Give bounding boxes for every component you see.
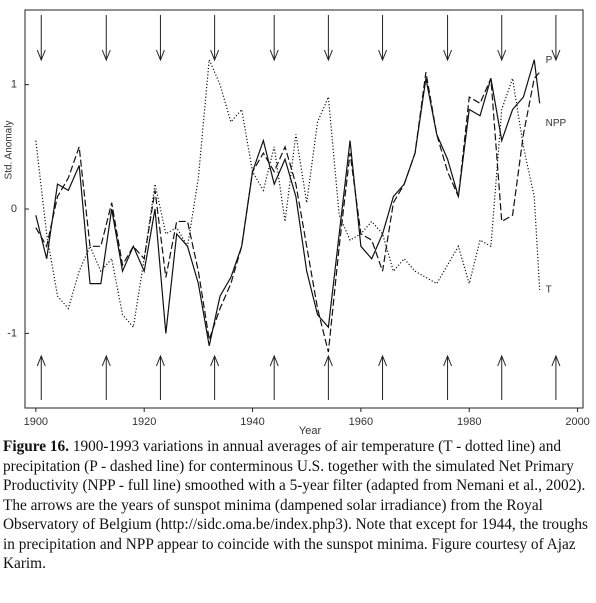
- x-tick-label: 1900: [24, 416, 48, 428]
- x-tick-label: 1980: [457, 416, 481, 428]
- sunspot-arrow-down: [551, 15, 561, 62]
- y-axis-label: Std. Anomaly: [4, 121, 15, 180]
- x-axis-label: Year: [299, 425, 322, 436]
- series-label: P: [546, 55, 553, 66]
- sunspot-arrow-up: [155, 354, 165, 400]
- x-tick-label: 1960: [349, 416, 373, 428]
- sunspot-arrow-down: [443, 15, 453, 62]
- caption-text: 1900-1993 variations in annual averages …: [3, 438, 588, 572]
- sunspot-arrow-up: [497, 354, 507, 400]
- x-tick-label: 2000: [565, 416, 589, 428]
- y-tick-label: 1: [11, 79, 17, 91]
- caption-label: Figure 16.: [3, 438, 69, 455]
- series-line: [35, 59, 541, 346]
- sunspot-arrow-down: [36, 15, 46, 62]
- sunspot-arrow-down: [101, 15, 111, 62]
- series-label: NPP: [546, 118, 567, 129]
- plot-frame: [24, 9, 584, 409]
- sunspot-arrow-down: [378, 15, 388, 62]
- chart: Year Std. Anomaly 1900 1920 1940 1960 1980 20…: [4, 9, 590, 436]
- sunspot-arrow-down: [269, 15, 279, 62]
- caption: Figure 16. 1900-1993 variations in annua…: [3, 437, 591, 574]
- y-tick-label: 0: [11, 203, 17, 215]
- sunspot-arrow-down: [210, 15, 220, 62]
- sunspot-arrow-down: [497, 15, 507, 62]
- sunspot-arrow-up: [210, 354, 220, 400]
- sunspot-arrow-up: [323, 354, 333, 400]
- sunspot-arrow-up: [36, 354, 46, 400]
- sunspot-arrow-up: [101, 354, 111, 400]
- sunspot-arrow-up: [269, 354, 279, 400]
- sunspot-arrow-down: [323, 15, 333, 62]
- sunspot-arrow-down: [155, 15, 165, 62]
- sunspot-arrow-up: [378, 354, 388, 400]
- series-label: T: [546, 284, 552, 295]
- x-tick-label: 1920: [132, 416, 156, 428]
- y-tick-label: -1: [7, 327, 17, 339]
- series-line: [35, 59, 541, 329]
- x-tick-label: 1940: [240, 416, 264, 428]
- sunspot-arrow-up: [551, 354, 561, 400]
- sunspot-arrow-up: [443, 354, 453, 400]
